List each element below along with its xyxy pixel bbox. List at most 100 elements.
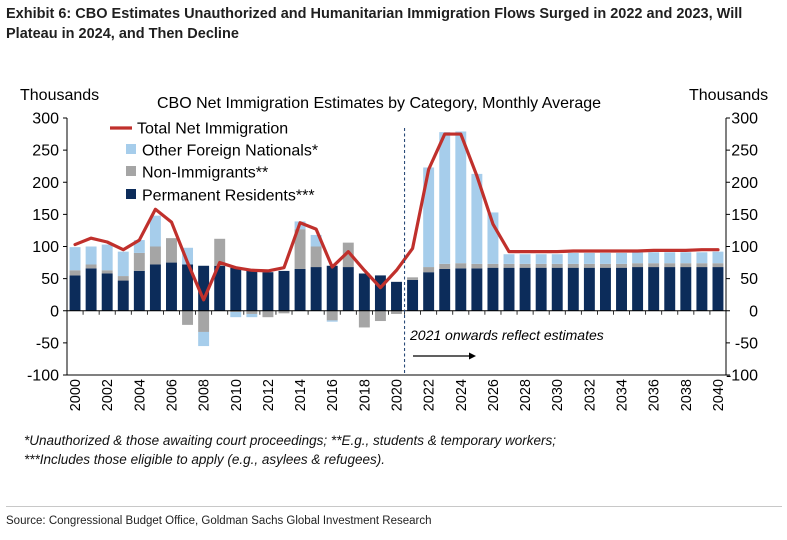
bar-other-2000 [69,247,81,271]
x-tick-label: 2014 [293,379,309,411]
x-tick-label: 2028 [518,379,534,411]
bar-other-2034 [616,252,627,264]
bar-nonimm-2017 [342,242,354,268]
estimate-arrow [413,352,476,360]
legend-non-immigrants-swatch [126,166,136,176]
y-tick-label-left: 250 [32,143,59,160]
legend-permanent-residents-swatch [126,189,136,199]
bar-other-2025 [471,173,483,264]
x-tick-label: 2006 [165,379,181,411]
y-tick-label-right: -50 [735,335,758,352]
y-tick-label-right: 250 [731,143,758,160]
bar-other-2039 [696,252,708,264]
bar-nonimm-2002 [101,270,113,274]
legend-non-immigrants: Non-Immigrants** [142,165,268,182]
bar-other-2015 [310,234,322,247]
bar-nonimm-2018 [358,310,370,328]
bar-other-2005 [149,215,161,247]
bar-other-2027 [503,254,515,264]
bar-nonimm-2035 [632,263,644,268]
bar-permanent-2040 [712,267,724,311]
divider-rule [6,506,782,507]
bar-nonimm-2025 [471,263,483,269]
bar-permanent-2024 [455,268,467,311]
x-tick-label: 2008 [197,379,213,411]
bar-nonimm-2033 [599,263,611,268]
bar-nonimm-2037 [664,263,676,268]
bar-permanent-2038 [680,267,692,311]
bar-nonimm-2036 [648,263,660,268]
bar-nonimm-2013 [278,310,290,314]
bar-permanent-2006 [166,262,177,311]
bar-nonimm-2030 [551,263,563,268]
bar-nonimm-2028 [519,263,531,268]
y-tick-label-left: 50 [41,271,59,288]
bar-nonimm-2024 [455,263,467,269]
bar-permanent-2034 [616,267,627,311]
exhibit-title: Exhibit 6: CBO Estimates Unauthorized an… [6,6,743,42]
x-tick-label: 2036 [647,379,663,411]
y-tick-label-right: 50 [740,271,758,288]
x-tick-label: 2030 [550,379,566,411]
bar-other-2007 [182,247,194,265]
bar-other-2035 [632,252,644,264]
bar-permanent-2002 [101,273,113,311]
bar-nonimm-2003 [117,276,129,281]
bar-permanent-2039 [696,267,708,311]
bar-nonimm-2038 [680,263,692,268]
legend-total-net-immigration: Total Net Immigration [137,121,288,138]
y-tick-label-right: 200 [731,175,758,192]
bar-permanent-2028 [519,267,531,311]
bar-permanent-2001 [85,268,97,311]
bar-permanent-2010 [230,267,242,311]
bar-nonimm-2027 [503,263,515,268]
x-tick-label: 2012 [261,379,277,411]
right-axis-label: Thousands [689,87,768,104]
bar-other-2022 [423,167,435,268]
x-tick-label: 2018 [357,379,373,411]
chart-title: CBO Net Immigration Estimates by Categor… [157,95,601,112]
bar-other-2023 [439,132,451,264]
bar-other-2026 [487,212,499,264]
bar-permanent-2009 [214,265,226,311]
bar-nonimm-2034 [616,263,627,268]
bar-permanent-2017 [342,267,354,311]
bar-permanent-2032 [583,267,595,311]
y-tick-label-left: -100 [27,368,59,385]
bar-nonimm-2010 [230,310,242,313]
bar-other-2029 [535,254,547,264]
y-tick-label-right: 100 [731,239,758,256]
x-tick-label: 2024 [454,379,470,411]
series-line-total-net-immigration [73,132,720,302]
legend: Total Net Immigration Other Foreign Natio… [110,121,318,205]
bar-nonimm-2008 [198,310,210,332]
bar-nonimm-2005 [149,246,161,265]
bar-nonimm-2001 [85,264,97,269]
x-tick-label: 2010 [229,379,245,411]
bar-nonimm-2022 [423,267,435,273]
bar-other-2016 [326,320,338,322]
footnote-1: *Unauthorized & those awaiting court pro… [24,433,557,448]
bar-nonimm-2026 [487,263,499,268]
bar-permanent-2003 [117,280,129,311]
bar-nonimm-2007 [182,310,194,325]
x-tick-label: 2022 [422,379,438,411]
bar-other-2032 [583,252,595,264]
bar-other-2040 [712,251,724,264]
y-tick-label-left: 200 [32,175,59,192]
left-axis-label: Thousands [20,87,99,104]
bar-permanent-2037 [664,267,676,311]
bar-nonimm-2029 [535,263,547,268]
bar-other-2011 [246,313,258,318]
bar-nonimm-2009 [214,238,226,266]
x-tick-label: 2034 [615,379,631,411]
bar-other-2037 [664,252,676,264]
bar-other-2002 [101,244,113,271]
x-tick-label: 2002 [100,379,116,411]
bar-other-2024 [455,131,467,264]
bar-nonimm-2019 [374,310,386,322]
bar-nonimm-2014 [294,229,306,269]
x-tick-label: 2020 [390,379,406,411]
y-tick-label-left: 0 [50,303,59,320]
bar-permanent-2000 [69,275,81,311]
